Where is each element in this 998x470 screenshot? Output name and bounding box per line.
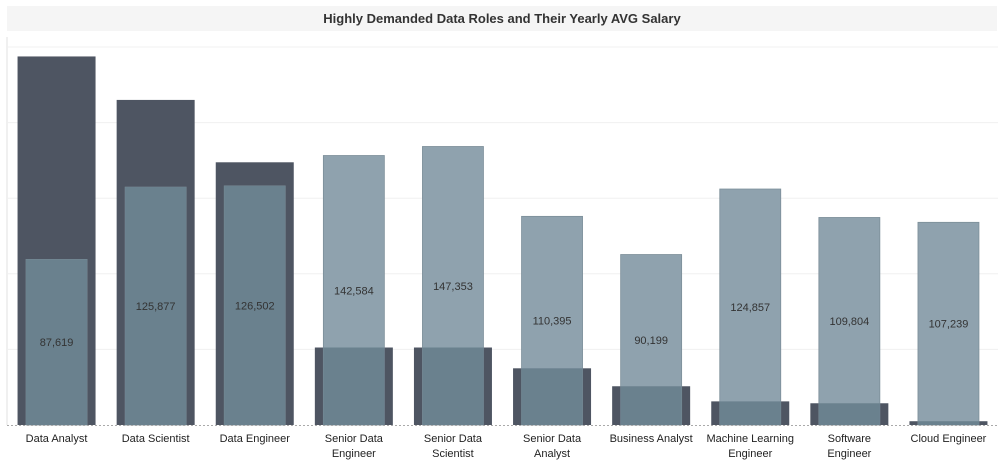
value-label: 90,199 — [634, 335, 668, 347]
x-tick-label: Senior Data — [424, 433, 483, 445]
x-tick-label: Data Engineer — [220, 433, 291, 445]
overlap-segment — [521, 368, 583, 425]
x-tick-label: Engineer — [728, 448, 772, 460]
value-label: 87,619 — [40, 337, 74, 349]
x-tick-label: Scientist — [432, 448, 474, 460]
overlap-segment — [224, 185, 286, 425]
x-tick-label: Cloud Engineer — [911, 433, 987, 445]
overlap-segment — [422, 347, 484, 425]
value-label: 109,804 — [829, 316, 869, 328]
chart-title: Highly Demanded Data Roles and Their Yea… — [323, 11, 681, 26]
overlap-segment — [818, 403, 880, 425]
x-tick-label: Analyst — [534, 448, 570, 460]
foreground-bar — [719, 188, 782, 426]
x-tick-label: Software — [828, 433, 871, 445]
value-label: 107,239 — [929, 319, 969, 331]
x-tick-label: Data Analyst — [26, 433, 88, 445]
x-tick-label: Business Analyst — [610, 433, 693, 445]
x-tick-label: Engineer — [827, 448, 871, 460]
value-label: 147,353 — [433, 281, 473, 293]
x-tick-label: Machine Learning — [707, 433, 794, 445]
foreground-bar — [818, 217, 881, 426]
overlap-segment — [719, 401, 781, 425]
overlap-segment — [620, 386, 682, 425]
value-label: 125,877 — [136, 301, 176, 313]
value-label: 142,584 — [334, 285, 374, 297]
overlap-segment — [323, 347, 385, 425]
value-label: 126,502 — [235, 300, 275, 312]
value-label: 110,395 — [533, 316, 572, 328]
chart-title-bar: Highly Demanded Data Roles and Their Yea… — [7, 6, 997, 31]
x-tick-label: Data Scientist — [122, 433, 190, 445]
x-tick-label: Senior Data — [325, 433, 384, 445]
x-tick-label: Senior Data — [523, 433, 582, 445]
overlap-segment — [26, 259, 88, 425]
overlap-segment — [917, 421, 979, 425]
value-label: 124,857 — [730, 302, 770, 314]
overlap-segment — [125, 187, 187, 425]
x-tick-label: Engineer — [332, 448, 376, 460]
